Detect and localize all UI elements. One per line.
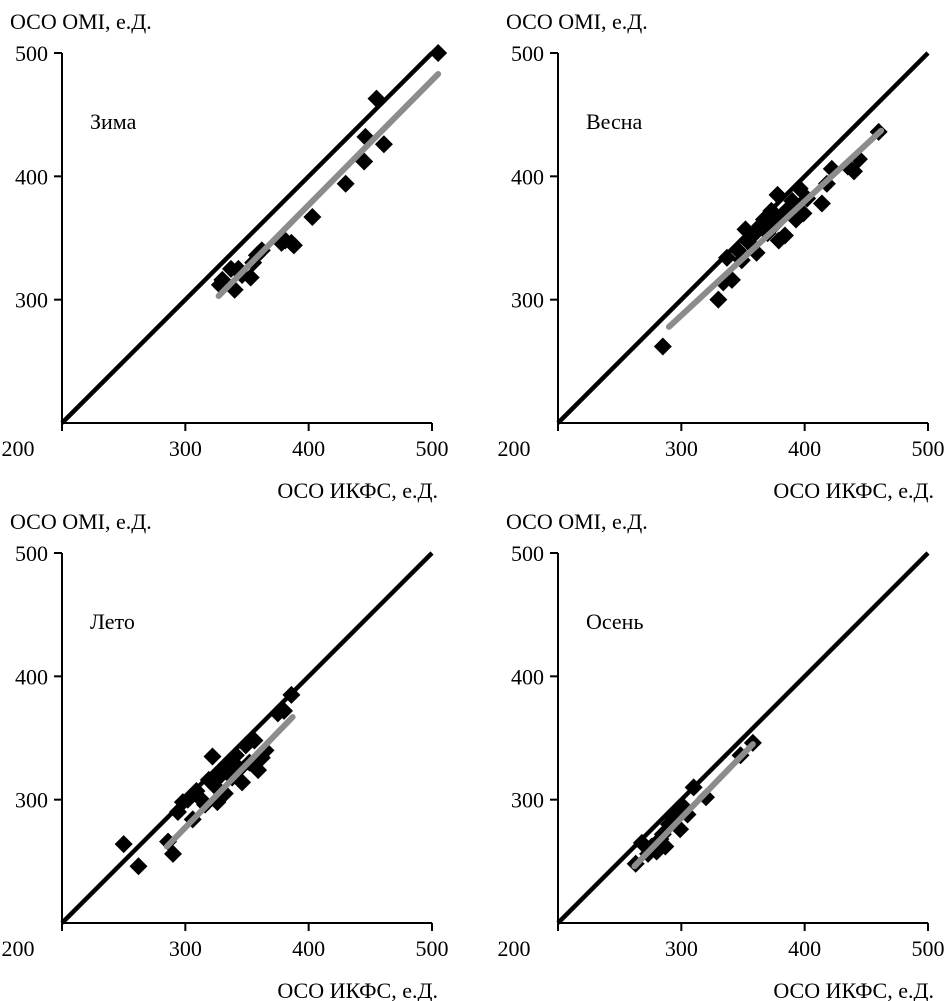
x-tick-label: 500 <box>912 436 945 461</box>
data-point <box>709 290 728 309</box>
chart-panel-2: ОСО OMI, е.Д. ОСО ИКФС, е.Д. Лето 200 300 400… <box>2 509 449 1001</box>
y-axis-title: ОСО OMI, е.Д. <box>506 9 648 34</box>
data-point <box>114 835 133 854</box>
y-tick-label: 300 <box>511 288 544 313</box>
y-tick-label: 400 <box>511 164 544 189</box>
x-tick-label: 200 <box>2 936 35 961</box>
data-point <box>129 857 148 876</box>
season-label: Осень <box>586 609 644 634</box>
y-tick-label: 500 <box>15 41 48 66</box>
data-point <box>812 194 831 213</box>
data-point <box>729 241 748 260</box>
x-tick-label: 200 <box>498 936 531 961</box>
data-point <box>275 701 293 720</box>
data-point <box>717 248 736 267</box>
y-tick-label: 300 <box>15 788 48 813</box>
x-axis-title: ОСО ИКФС, е.Д. <box>277 978 438 1001</box>
y-tick-label: 500 <box>511 541 544 566</box>
y-tick-label: 300 <box>15 288 48 313</box>
y-axis-title: ОСО OMI, е.Д. <box>10 509 152 534</box>
data-point <box>336 174 355 193</box>
identity-line <box>556 551 930 925</box>
data-point <box>775 226 794 245</box>
season-label: Лето <box>90 609 135 634</box>
data-point <box>303 208 322 227</box>
regression-line <box>163 714 296 850</box>
season-label: Зима <box>90 109 137 134</box>
x-tick-label: 500 <box>416 936 449 961</box>
x-tick-label: 300 <box>665 436 698 461</box>
season-label: Весна <box>586 109 643 134</box>
y-tick-label: 400 <box>15 664 48 689</box>
x-tick-label: 300 <box>665 936 698 961</box>
x-tick-label: 400 <box>788 936 821 961</box>
y-tick-label: 400 <box>15 164 48 189</box>
regression-line <box>215 70 442 299</box>
data-point <box>241 268 260 287</box>
x-tick-label: 200 <box>2 436 35 461</box>
chart-panel-1: ОСО OMI, е.Д. ОСО ИКФС, е.Д. Весна 200 300 40… <box>498 9 945 503</box>
regression-line <box>666 127 885 330</box>
data-point <box>245 731 264 750</box>
x-tick-label: 400 <box>788 436 821 461</box>
data-point <box>164 844 182 863</box>
x-tick-label: 300 <box>169 436 202 461</box>
x-tick-label: 500 <box>416 436 449 461</box>
data-point <box>374 135 393 154</box>
x-tick-label: 300 <box>169 936 202 961</box>
data-point <box>284 236 303 255</box>
x-tick-label: 500 <box>912 936 945 961</box>
data-point <box>768 185 787 204</box>
y-tick-label: 300 <box>511 788 544 813</box>
x-tick-label: 400 <box>292 936 325 961</box>
data-point <box>429 44 448 62</box>
x-axis-title: ОСО ИКФС, е.Д. <box>773 478 934 503</box>
y-tick-label: 500 <box>511 41 544 66</box>
regression-line <box>631 741 756 870</box>
x-tick-label: 200 <box>498 436 531 461</box>
identity-line <box>556 51 930 425</box>
identity-line <box>60 51 434 425</box>
data-point <box>697 788 715 807</box>
data-point <box>203 747 222 766</box>
data-point <box>226 746 245 765</box>
x-axis-title: ОСО ИКФС, е.Д. <box>773 978 934 1001</box>
y-tick-label: 500 <box>15 541 48 566</box>
y-axis-title: ОСО OMI, е.Д. <box>506 509 648 534</box>
y-tick-label: 400 <box>511 664 544 689</box>
data-point <box>653 337 672 356</box>
x-axis-title: ОСО ИКФС, е.Д. <box>277 478 438 503</box>
data-point <box>684 778 703 797</box>
data-point <box>367 89 386 108</box>
chart-panel-0: ОСО OMI, е.Д. ОСО ИКФС, е.Д. Зима 200 300 400… <box>2 9 449 503</box>
y-axis-title: ОСО OMI, е.Д. <box>10 9 152 34</box>
chart-panel-3: ОСО OMI, е.Д. ОСО ИКФС, е.Д. Осень 200 300 40… <box>498 509 945 1001</box>
x-tick-label: 400 <box>292 436 325 461</box>
data-point <box>282 685 301 704</box>
